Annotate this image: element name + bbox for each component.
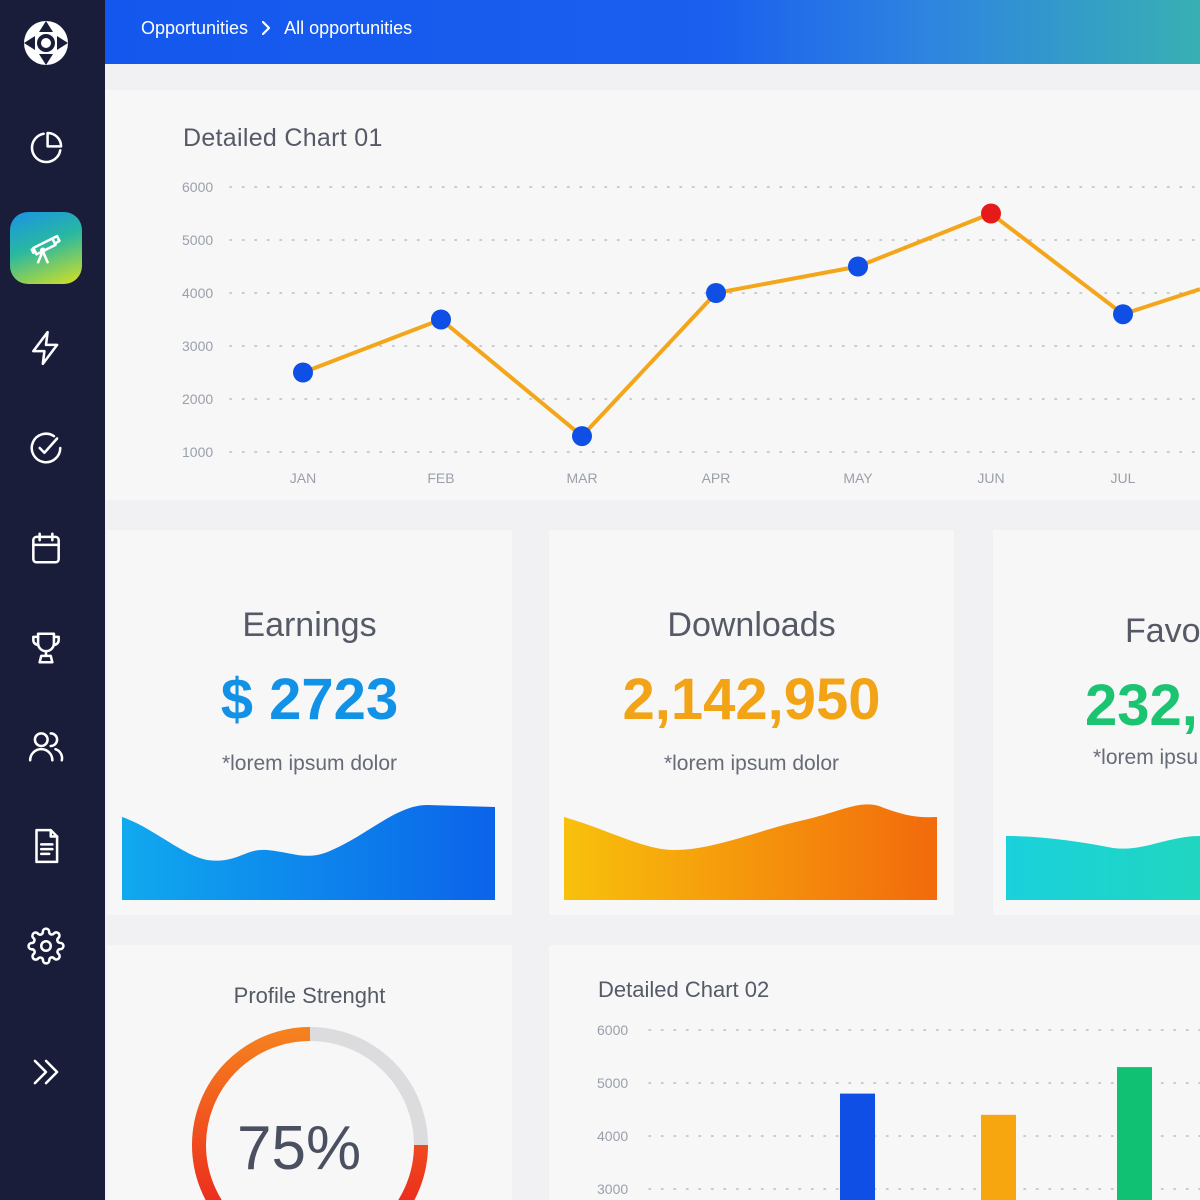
downloads-wave-graphic bbox=[564, 804, 937, 900]
stat-label: Favor bbox=[1125, 612, 1200, 650]
favorites-card: Favor 232, *lorem ipsu bbox=[993, 530, 1200, 915]
y-tick-label: 1000 bbox=[182, 444, 213, 460]
stat-note: *lorem ipsum dolor bbox=[221, 752, 398, 775]
x-tick-label: JAN bbox=[290, 470, 316, 486]
breadcrumb-current[interactable]: All opportunities bbox=[284, 17, 413, 38]
double-chevron-right-icon bbox=[33, 1059, 59, 1085]
breadcrumb-parent-link[interactable]: Opportunities bbox=[141, 17, 249, 38]
x-tick-label: JUN bbox=[977, 470, 1004, 486]
top-header: Opportunities All opportunities bbox=[105, 0, 1200, 64]
users-icon bbox=[28, 732, 64, 762]
bar[interactable] bbox=[981, 1114, 1016, 1200]
data-point[interactable] bbox=[293, 362, 313, 383]
x-tick-label: MAY bbox=[843, 470, 873, 486]
calendar-icon bbox=[32, 532, 60, 564]
chart-title: Detailed Chart 02 bbox=[598, 977, 770, 1002]
data-point[interactable] bbox=[848, 256, 868, 277]
data-point[interactable] bbox=[431, 309, 451, 330]
sidebar-expand-button[interactable] bbox=[10, 1036, 82, 1108]
favorites-wave-graphic bbox=[1006, 836, 1200, 900]
earnings-wave-graphic bbox=[122, 805, 495, 900]
line-chart: 1000 2000 3000 4000 5000 6000 JAN FEB MAR APR MAY J… bbox=[182, 179, 1200, 486]
data-point[interactable] bbox=[1113, 304, 1133, 325]
bar[interactable] bbox=[840, 1093, 875, 1200]
nav-item-documents[interactable] bbox=[10, 810, 82, 882]
detailed-chart-01-card: Detailed Chart 01 1000 2000 3000 4000 5000 60… bbox=[105, 90, 1200, 500]
nav-item-achievements[interactable] bbox=[10, 612, 82, 684]
stat-value: 232, bbox=[1085, 673, 1198, 738]
x-tick-label: JUL bbox=[1111, 470, 1136, 486]
stat-note: *lorem ipsu bbox=[1093, 746, 1199, 769]
chart-title: Detailed Chart 01 bbox=[183, 124, 383, 152]
bar[interactable] bbox=[1117, 1067, 1152, 1200]
profile-strength-card: Profile Strenght 75% bbox=[107, 945, 512, 1200]
y-tick-label: 5000 bbox=[597, 1075, 628, 1091]
detailed-chart-02-card: Detailed Chart 02 3000 4000 5000 6000 bbox=[549, 945, 1200, 1200]
y-tick-label: 4000 bbox=[597, 1128, 628, 1144]
profile-strength-gauge bbox=[192, 1027, 428, 1200]
x-tick-label: MAR bbox=[566, 470, 597, 486]
stat-label: Earnings bbox=[242, 606, 377, 644]
stat-value: 2,142,950 bbox=[622, 667, 881, 732]
y-tick-label: 4000 bbox=[182, 285, 213, 301]
earnings-card: Earnings $ 2723 *lorem ipsum dolor bbox=[107, 530, 512, 915]
nav-item-dashboard[interactable] bbox=[10, 112, 82, 184]
downloads-card: Downloads 2,142,950 *lorem ipsum dolor bbox=[549, 530, 954, 915]
check-circle-icon bbox=[30, 432, 62, 464]
breadcrumb: Opportunities All opportunities bbox=[141, 0, 412, 56]
trophy-icon bbox=[32, 632, 60, 664]
data-point[interactable] bbox=[572, 426, 592, 447]
nav-item-activity[interactable] bbox=[10, 312, 82, 384]
y-tick-label: 6000 bbox=[182, 179, 213, 195]
logo-icon[interactable] bbox=[22, 19, 70, 67]
y-tick-label: 6000 bbox=[597, 1022, 628, 1038]
stat-value: $ 2723 bbox=[220, 667, 399, 732]
stat-note: *lorem ipsum dolor bbox=[663, 752, 840, 775]
nav-item-opportunities[interactable] bbox=[10, 212, 82, 284]
nav-item-tasks[interactable] bbox=[10, 412, 82, 484]
nav-item-calendar[interactable] bbox=[10, 512, 82, 584]
profile-strength-title: Profile Strenght bbox=[233, 983, 386, 1008]
chevron-right-icon bbox=[260, 20, 272, 36]
y-tick-label: 3000 bbox=[597, 1181, 628, 1197]
y-tick-label: 2000 bbox=[182, 391, 213, 407]
nav-item-settings[interactable] bbox=[10, 910, 82, 982]
x-tick-label: APR bbox=[702, 470, 731, 486]
gear-icon bbox=[27, 927, 65, 965]
stat-label: Downloads bbox=[667, 606, 836, 644]
document-icon bbox=[35, 828, 59, 864]
series-line bbox=[302, 211, 1200, 439]
sidebar bbox=[0, 0, 105, 1200]
pie-chart-icon bbox=[30, 131, 63, 164]
data-point[interactable] bbox=[706, 283, 726, 303]
y-tick-label: 5000 bbox=[182, 232, 213, 248]
profile-strength-value: 75% bbox=[237, 1114, 362, 1183]
nav-item-users[interactable] bbox=[10, 710, 82, 782]
telescope-icon bbox=[30, 234, 61, 264]
x-tick-label: FEB bbox=[427, 470, 454, 486]
bar-chart: 3000 4000 5000 6000 bbox=[597, 1022, 1200, 1200]
y-tick-label: 3000 bbox=[182, 338, 213, 354]
highlight-data-point[interactable] bbox=[981, 203, 1001, 224]
lightning-icon bbox=[32, 330, 59, 366]
gauge-progress-arc bbox=[192, 1027, 428, 1200]
